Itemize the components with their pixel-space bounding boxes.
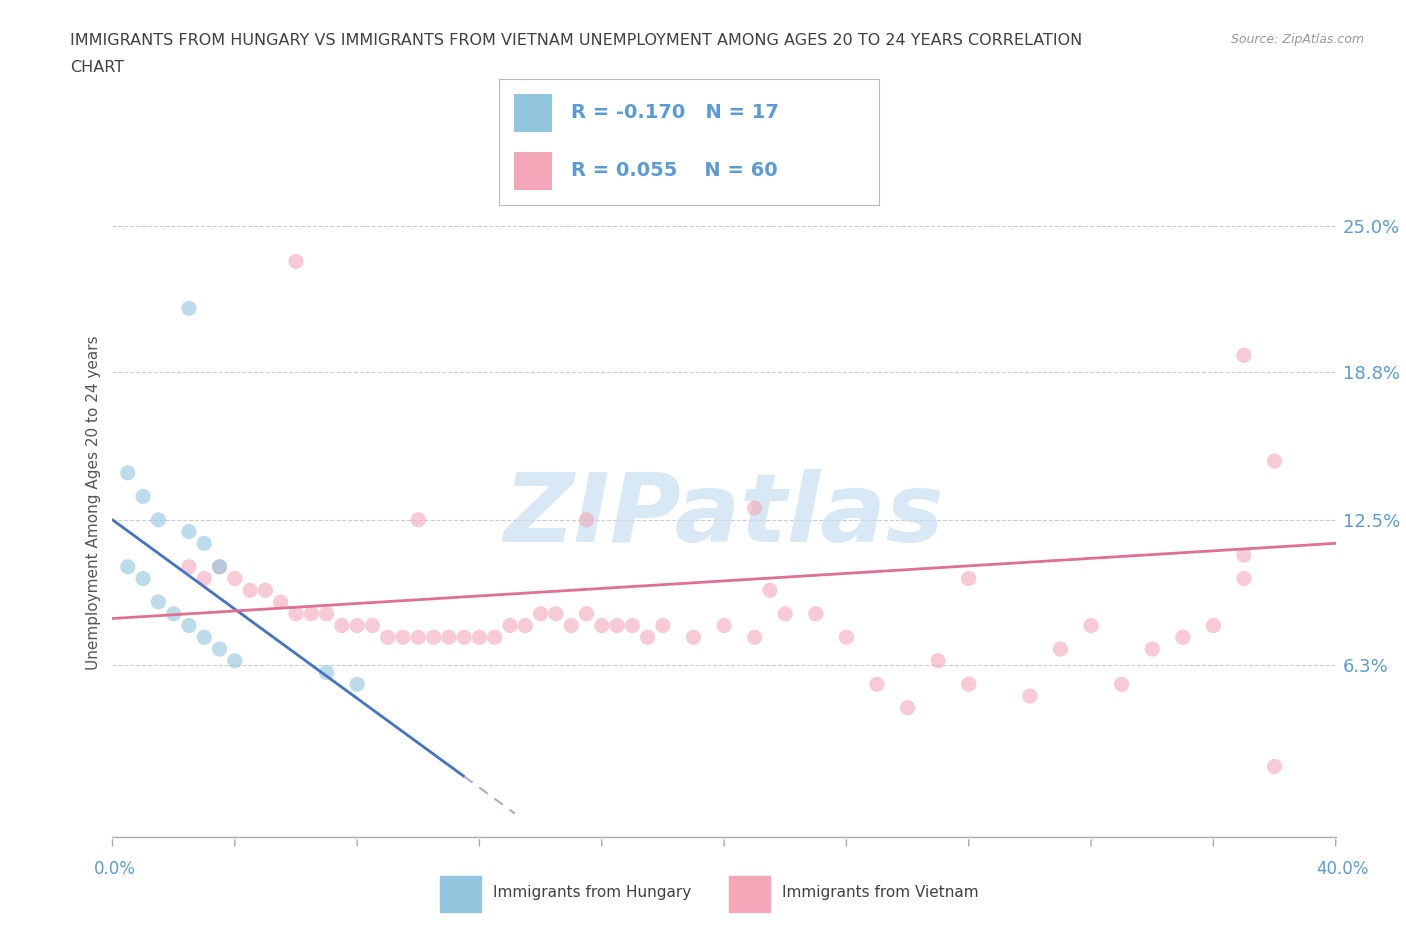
Point (835, 630, 858, 644)
Text: IMMIGRANTS FROM HUNGARY VS IMMIGRANTS FROM VIETNAM UNEMPLOYMENT AMONG AGES 20 TO: IMMIGRANTS FROM HUNGARY VS IMMIGRANTS FR… (70, 33, 1083, 47)
Point (1202, 618, 1225, 633)
Bar (440, 876, 481, 912)
Text: 40.0%: 40.0% (1316, 860, 1369, 878)
Point (544, 606, 567, 621)
Point (621, 618, 644, 633)
FancyBboxPatch shape (515, 152, 553, 190)
Point (1264, 454, 1286, 469)
Point (682, 630, 704, 644)
Point (392, 630, 415, 644)
Text: Source: ZipAtlas.com: Source: ZipAtlas.com (1230, 33, 1364, 46)
Point (224, 571, 246, 586)
Point (193, 571, 215, 586)
Text: Immigrants from Vietnam: Immigrants from Vietnam (782, 885, 979, 900)
Point (346, 677, 368, 692)
Y-axis label: Unemployment Among Ages 20 to 24 years: Unemployment Among Ages 20 to 24 years (86, 335, 101, 670)
Point (177, 525, 200, 539)
Point (193, 536, 215, 551)
Point (866, 677, 889, 692)
Point (239, 583, 262, 598)
Point (254, 583, 277, 598)
Point (163, 606, 186, 621)
Point (117, 465, 139, 480)
Point (408, 512, 430, 527)
Point (744, 500, 766, 515)
Text: R = 0.055    N = 60: R = 0.055 N = 60 (571, 161, 778, 180)
Point (346, 618, 368, 633)
Point (1233, 548, 1256, 563)
Point (148, 512, 170, 527)
Point (468, 630, 491, 644)
Point (575, 512, 598, 527)
Point (499, 618, 522, 633)
Point (1171, 630, 1194, 644)
Point (377, 630, 399, 644)
Point (437, 630, 460, 644)
Point (560, 618, 582, 633)
Point (575, 606, 598, 621)
Point (637, 630, 659, 644)
Point (1018, 688, 1040, 703)
Point (591, 618, 613, 633)
Point (148, 594, 170, 609)
Point (177, 301, 200, 316)
Point (606, 618, 628, 633)
Point (299, 606, 322, 621)
Point (775, 606, 797, 621)
FancyBboxPatch shape (515, 94, 553, 132)
Point (224, 654, 246, 669)
Point (1142, 642, 1164, 657)
Text: 0.0%: 0.0% (94, 860, 136, 878)
Point (652, 618, 675, 633)
Point (1233, 571, 1256, 586)
Point (177, 618, 200, 633)
Point (1264, 759, 1286, 774)
Point (330, 618, 353, 633)
Point (193, 630, 215, 644)
Point (132, 571, 155, 586)
Point (1233, 348, 1256, 363)
Text: R = -0.170   N = 17: R = -0.170 N = 17 (571, 103, 779, 123)
Point (804, 606, 827, 621)
Point (284, 254, 308, 269)
Point (132, 489, 155, 504)
Point (408, 630, 430, 644)
Point (315, 665, 337, 680)
Point (361, 618, 384, 633)
Point (177, 559, 200, 574)
Text: CHART: CHART (70, 60, 124, 75)
Point (759, 583, 782, 598)
Text: Immigrants from Hungary: Immigrants from Hungary (492, 885, 690, 900)
Point (484, 630, 506, 644)
Point (1049, 642, 1071, 657)
Point (208, 559, 231, 574)
Point (422, 630, 444, 644)
Point (453, 630, 475, 644)
Point (515, 618, 537, 633)
Point (530, 606, 553, 621)
Point (315, 606, 337, 621)
Point (1111, 677, 1133, 692)
Point (744, 630, 766, 644)
Point (927, 654, 949, 669)
Point (957, 571, 980, 586)
Point (713, 618, 735, 633)
Point (270, 594, 292, 609)
Text: ZIPatlas: ZIPatlas (503, 469, 945, 562)
Point (117, 559, 139, 574)
Point (208, 559, 231, 574)
Point (957, 677, 980, 692)
Point (897, 700, 920, 715)
Point (284, 606, 308, 621)
Bar (728, 876, 770, 912)
Point (1080, 618, 1102, 633)
Point (208, 642, 231, 657)
